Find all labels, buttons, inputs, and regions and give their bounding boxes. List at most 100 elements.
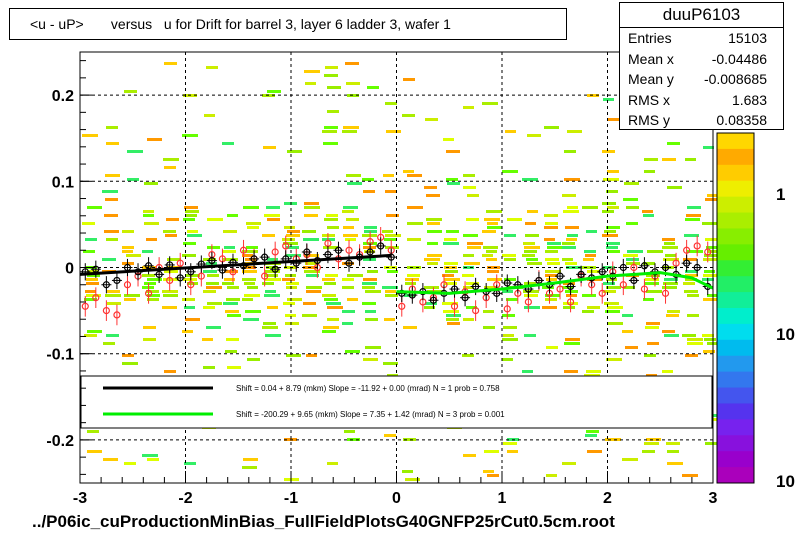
histogram-cell — [444, 278, 460, 281]
histogram-cell — [524, 334, 536, 337]
histogram-cell — [484, 218, 500, 221]
histogram-cell — [564, 178, 580, 181]
histogram-cell — [226, 338, 239, 341]
histogram-cell — [182, 134, 198, 137]
color-scale-label: 10 — [776, 325, 795, 344]
histogram-cell — [686, 214, 701, 217]
histogram-cell — [265, 274, 278, 277]
histogram-cell — [385, 294, 398, 297]
histogram-cell — [663, 258, 679, 261]
histogram-cell — [463, 254, 474, 257]
histogram-cell — [626, 222, 638, 225]
histogram-cell — [304, 270, 320, 273]
histogram-cell — [383, 174, 394, 177]
histogram-cell — [207, 274, 219, 277]
histogram-cell — [506, 298, 518, 301]
histogram-cell — [207, 218, 223, 221]
histogram-cell — [305, 262, 319, 265]
histogram-cell — [144, 182, 158, 185]
histogram-cell — [122, 362, 138, 365]
histogram-cell — [286, 282, 299, 285]
data-point-black — [387, 253, 395, 261]
data-point-red — [123, 281, 132, 289]
stats-label: RMS y — [628, 112, 670, 128]
histogram-cell — [685, 218, 700, 221]
histogram-cell — [507, 218, 522, 221]
histogram-cell — [424, 306, 435, 309]
histogram-cell — [303, 302, 316, 305]
color-scale-band — [717, 244, 754, 261]
histogram-cell — [286, 246, 299, 249]
histogram-cell — [287, 150, 302, 153]
x-tick-label: -2 — [178, 490, 192, 507]
histogram-cell — [567, 234, 578, 237]
data-point-black — [102, 281, 110, 289]
histogram-cell — [143, 214, 154, 217]
histogram-cell — [444, 266, 457, 269]
histogram-cell — [185, 274, 200, 277]
data-point-red — [345, 246, 353, 254]
histogram-cell — [662, 286, 677, 289]
histogram-cell — [685, 270, 698, 273]
histogram-cell — [545, 270, 561, 273]
histogram-cell — [703, 258, 719, 261]
histogram-cell — [603, 98, 614, 101]
histogram-cell — [207, 302, 222, 305]
color-scale-band — [717, 276, 754, 293]
histogram-cell — [607, 118, 623, 121]
histogram-cell — [407, 222, 423, 225]
histogram-cell — [606, 242, 620, 245]
color-scale-frame — [716, 132, 755, 484]
histogram-cell — [327, 226, 339, 229]
histogram-cell — [247, 226, 259, 229]
color-scale-band — [717, 164, 754, 182]
histogram-cell — [322, 330, 336, 333]
histogram-cell — [707, 418, 721, 421]
histogram-cell — [143, 326, 156, 329]
histogram-cell — [505, 130, 516, 133]
color-scale-band — [717, 355, 754, 373]
data-point-black — [208, 257, 216, 265]
histogram-cell — [544, 238, 555, 241]
histogram-cell — [403, 438, 416, 441]
histogram-cell — [503, 326, 517, 329]
histogram-cell — [483, 310, 494, 313]
histogram-cell — [482, 254, 493, 257]
histogram-cell — [245, 258, 256, 261]
histogram-cell — [645, 278, 659, 281]
histogram-cell — [322, 234, 335, 237]
histogram-cell — [367, 270, 378, 273]
histogram-cell — [547, 242, 561, 245]
histogram-cell — [667, 186, 682, 189]
histogram-cell — [447, 322, 460, 325]
data-point-black — [598, 268, 606, 276]
histogram-cell — [664, 334, 679, 337]
histogram-cell — [463, 174, 475, 177]
histogram-cell — [147, 278, 162, 281]
histogram-cell — [386, 214, 399, 217]
histogram-cell — [262, 234, 275, 237]
data-point-black — [429, 296, 438, 304]
histogram-cell — [262, 282, 274, 285]
histogram-cell — [606, 278, 617, 281]
histogram-cell — [187, 230, 198, 233]
histogram-cell — [247, 286, 258, 289]
histogram-cell — [483, 326, 495, 329]
histogram-cell — [687, 294, 699, 297]
histogram-cell — [482, 230, 496, 233]
histogram-cell — [384, 238, 397, 241]
color-scale-label: 10 — [776, 472, 795, 491]
histogram-cell — [182, 298, 195, 301]
histogram-cell — [503, 442, 517, 445]
histogram-cell — [323, 246, 338, 249]
fit-line-green — [396, 271, 714, 295]
histogram-cell — [445, 270, 458, 273]
histogram-cell — [306, 274, 319, 277]
histogram-cell — [644, 170, 655, 173]
histogram-cell — [587, 270, 599, 273]
histogram-cell — [607, 170, 619, 173]
histogram-cell — [487, 474, 499, 477]
histogram-cell — [324, 126, 338, 129]
histogram-cell — [183, 218, 195, 221]
